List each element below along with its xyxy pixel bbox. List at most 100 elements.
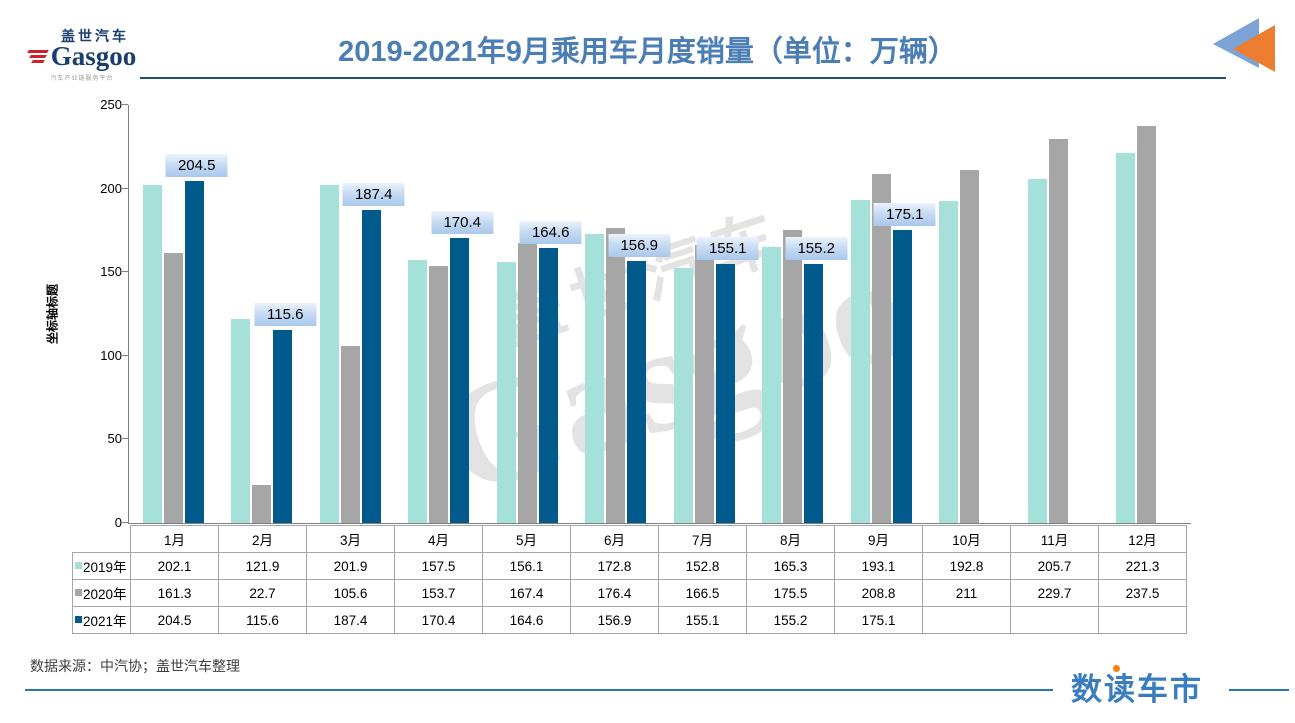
gasgoo-logo-cn: 盖世汽车 xyxy=(61,28,129,44)
table-value-cell: 153.7 xyxy=(394,579,483,607)
bar-group-10月 xyxy=(926,105,1015,523)
table-value-cell: 205.7 xyxy=(1010,552,1099,580)
gasgoo-logo: 盖世汽车 Gasgoo 汽车产业链服务平台 xyxy=(22,26,142,82)
table-month-header: 7月 xyxy=(658,525,747,553)
bar-2019年-2月 xyxy=(231,319,251,523)
bar-2020年-6月 xyxy=(606,228,626,523)
table-value-cell: 192.8 xyxy=(922,552,1011,580)
bar-2021年-4月: 170.4 xyxy=(431,211,494,523)
table-month-header: 4月 xyxy=(394,525,483,553)
legend-swatch xyxy=(75,561,82,569)
bar-group-2月: 115.6 xyxy=(218,105,317,523)
data-label-1月: 204.5 xyxy=(165,154,228,178)
bar-2020年-7月 xyxy=(694,244,714,523)
table-value-cell: 175.1 xyxy=(834,606,923,634)
bar-2020年-9月 xyxy=(871,173,891,523)
table-value-cell: 211 xyxy=(922,579,1011,607)
brand-logo: 数读车市 xyxy=(1071,664,1203,709)
y-tick-label: 150 xyxy=(100,264,122,280)
table-value-cell: 204.5 xyxy=(130,606,219,634)
table-month-header: 12月 xyxy=(1098,525,1187,553)
table-value-cell: 175.5 xyxy=(746,579,835,607)
table-value-cell: 201.9 xyxy=(306,552,395,580)
bar-2021年-1月: 204.5 xyxy=(165,154,228,523)
bar-2020年-11月 xyxy=(1048,138,1068,523)
bar-group-8月: 155.2 xyxy=(749,105,848,523)
table-value-cell xyxy=(1010,606,1099,634)
y-tick-mark xyxy=(122,354,128,356)
bar-2021年-5月: 164.6 xyxy=(519,220,582,523)
bar-group-5月: 164.6 xyxy=(483,105,582,523)
table-month-header: 1月 xyxy=(130,525,219,553)
y-tick-label: 0 xyxy=(114,515,122,530)
bar-2020年-2月 xyxy=(252,485,272,523)
data-label-6月: 156.9 xyxy=(608,233,671,257)
footer-divider-right xyxy=(1229,689,1289,691)
series-label-2021年: 2021年 xyxy=(72,606,131,634)
table-value-cell: 170.4 xyxy=(394,606,483,634)
legend-swatch xyxy=(75,588,82,596)
table-corner-cell xyxy=(73,526,131,553)
y-axis: 0 50 100 150 200 250 xyxy=(0,98,128,530)
table-month-header: 3月 xyxy=(306,525,395,553)
bar-2019年-10月 xyxy=(939,200,959,523)
legend-swatch xyxy=(75,615,82,623)
table-value-cell: 167.4 xyxy=(482,579,571,607)
bar-2020年-10月 xyxy=(960,170,980,523)
bar-2019年-4月 xyxy=(408,259,428,523)
data-label-7月: 155.1 xyxy=(696,236,759,260)
table-value-cell: 166.5 xyxy=(658,579,747,607)
y-tick-mark xyxy=(122,522,128,523)
table-row-2020年: 2020年 161.3 22.7 105.6 153.7 167.4 176.4 166.5 1… xyxy=(72,579,1187,607)
data-label-3月: 187.4 xyxy=(342,182,405,206)
bar-2021年-8月: 155.2 xyxy=(785,236,848,523)
bar-2021年-6月: 156.9 xyxy=(608,233,671,523)
data-label-8月: 155.2 xyxy=(785,236,848,260)
brand-text: 数读车市 xyxy=(1071,672,1203,707)
table-value-cell: 176.4 xyxy=(570,579,659,607)
table-value-cell: 229.7 xyxy=(1010,579,1099,607)
table-value-cell: 164.6 xyxy=(482,606,571,634)
gasgoo-logo-tagline: 汽车产业链服务平台 xyxy=(50,76,114,82)
data-label-5月: 164.6 xyxy=(519,220,582,244)
bar-group-4月: 170.4 xyxy=(395,105,494,523)
y-tick-label: 200 xyxy=(100,180,122,196)
bar-group-9月: 175.1 xyxy=(837,105,936,523)
table-value-cell: 155.1 xyxy=(658,606,747,634)
bar-2021年-7月: 155.1 xyxy=(696,236,759,523)
bar-2019年-8月 xyxy=(762,246,782,523)
y-tick-label: 50 xyxy=(107,431,122,447)
series-label-2019年: 2019年 xyxy=(72,552,131,580)
table-value-cell: 208.8 xyxy=(834,579,923,607)
bar-group-1月: 204.5 xyxy=(129,105,228,523)
table-value-cell: 115.6 xyxy=(218,606,307,634)
bar-2021年-9月: 175.1 xyxy=(873,203,936,523)
table-value-cell: 157.5 xyxy=(394,552,483,580)
bar-group-3月: 187.4 xyxy=(306,105,405,523)
y-tick-mark xyxy=(122,438,128,440)
bar-2020年-3月 xyxy=(340,346,360,523)
bar-2020年-5月 xyxy=(517,243,537,523)
y-tick-label: 250 xyxy=(100,97,122,112)
data-label-9月: 175.1 xyxy=(873,203,936,227)
table-value-cell: 172.8 xyxy=(570,552,659,580)
table-row-2021年: 2021年 204.5 115.6 187.4 170.4 164.6 156.9 155.1… xyxy=(72,606,1187,634)
table-month-header: 8月 xyxy=(746,525,835,553)
source-note: 数据来源：中汽协；盖世汽车整理 xyxy=(30,658,240,674)
bar-2019年-3月 xyxy=(319,185,339,523)
table-value-cell: 105.6 xyxy=(306,579,395,607)
data-label-2月: 115.6 xyxy=(254,302,317,326)
bar-2021年-2月: 115.6 xyxy=(254,302,317,523)
bar-group-6月: 156.9 xyxy=(572,105,671,523)
bar-2020年-1月 xyxy=(163,253,183,523)
table-value-cell: 202.1 xyxy=(130,552,219,580)
bar-2019年-6月 xyxy=(585,234,605,523)
y-tick-label: 100 xyxy=(100,347,122,363)
table-value-cell: 221.3 xyxy=(1098,552,1187,580)
bar-2020年-8月 xyxy=(783,229,803,523)
table-value-cell: 152.8 xyxy=(658,552,747,580)
table-value-cell: 187.4 xyxy=(306,606,395,634)
table-value-cell: 156.1 xyxy=(482,552,571,580)
table-month-header: 2月 xyxy=(218,525,307,553)
